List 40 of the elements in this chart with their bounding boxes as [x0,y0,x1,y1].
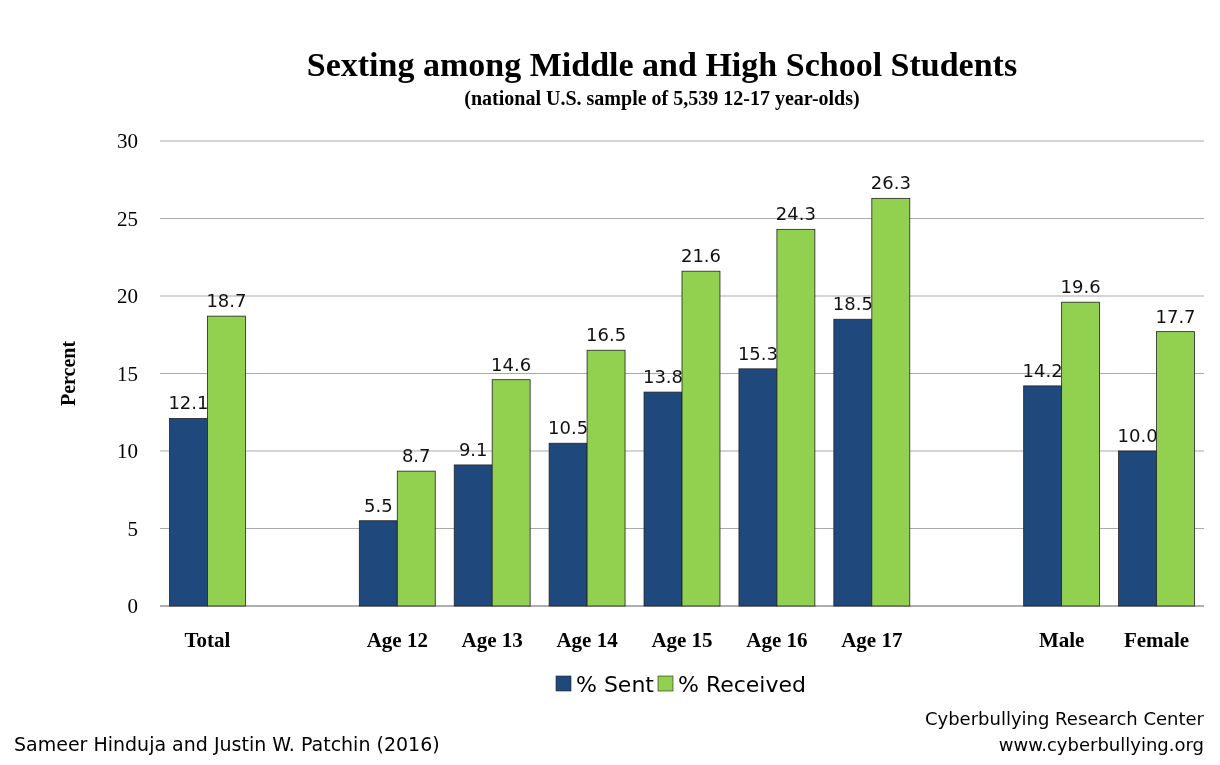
x-tick-label: Age 14 [556,628,619,652]
text: www.cyberbullying.org [998,734,1204,755]
y-tick-label: 30 [117,129,138,153]
y-tick-label: 5 [127,516,138,541]
data-label: 17.7 [1155,305,1196,327]
text: Sameer Hinduja and Justin W. Patchin (2016) [14,733,440,755]
x-tick-label: Male [1038,628,1085,652]
data-label: 18.7 [206,290,247,312]
data-label: 16.5 [586,324,627,346]
y-tick-label: 10 [117,439,138,463]
y-tick-label: 0 [127,594,138,618]
data-label: 13.8 [642,366,684,388]
y-tick-label: 25 [117,206,138,231]
x-tick-label: Age 16 [746,628,808,652]
chart-title: Sexting among Middle and High School Students [306,46,1018,83]
y-tick-label: 15 [117,361,138,386]
data-label: 14.2 [1022,359,1063,381]
chart-subtitle: (national U.S. sample of 5,539 12-17 year-olds) [464,87,860,110]
data-label: 9.1 [458,438,488,460]
data-label: 14.6 [491,353,532,375]
data-label: 10.5 [548,417,589,439]
data-label: 19.6 [1060,276,1101,298]
data-label: 8.7 [401,445,431,467]
legend-label: % Sent [576,672,655,697]
x-tick-label: Total [184,628,231,652]
data-label: 24.3 [775,203,816,225]
x-tick-label: Age 12 [366,628,428,652]
y-axis-title: Percent [57,340,79,407]
data-label: 12.1 [168,392,209,414]
data-label: 5.5 [363,494,393,516]
data-label: 21.6 [680,245,722,267]
x-tick-label: Age 13 [461,628,523,652]
data-label: 26.3 [870,172,911,194]
legend-label: % Received [678,672,806,697]
data-label: 15.3 [737,342,778,364]
x-tick-label: Age 15 [651,628,713,652]
x-tick-label: Age 17 [841,628,903,652]
y-tick-label: 20 [117,284,138,308]
text: Cyberbullying Research Center [924,708,1205,729]
x-tick-label: Female [1123,628,1190,652]
